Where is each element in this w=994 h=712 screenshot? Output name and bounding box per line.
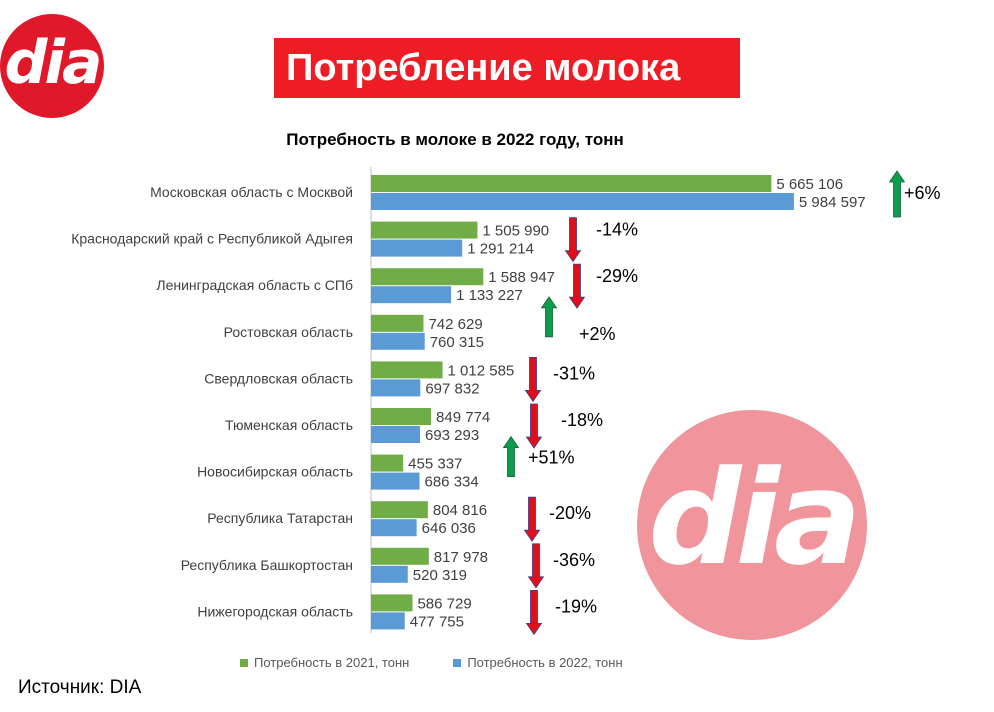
data-label-2022: 646 036	[422, 520, 476, 537]
change-percent-label: -31%	[553, 363, 595, 383]
chart-title: Потребность в молоке в 2022 году, тонн	[286, 130, 624, 149]
bar-2022	[371, 239, 463, 257]
bar-2021	[371, 175, 772, 192]
bar-2022	[371, 472, 420, 490]
data-label-2022: 1 133 227	[456, 287, 523, 304]
chart-legend: Потребность в 2021, тонн Потребность в 2…	[240, 655, 623, 670]
dia-logo-text: dia	[4, 28, 102, 98]
arrow-down-icon	[568, 263, 586, 309]
bar-2022	[371, 379, 421, 397]
data-label-2022: 1 291 214	[467, 241, 534, 258]
data-label-2021: 455 337	[408, 456, 462, 473]
data-label-2021: 804 816	[433, 502, 487, 519]
data-label-2022: 686 334	[425, 474, 479, 491]
dia-watermark-text: dia	[648, 442, 861, 594]
data-label-2021: 586 729	[417, 595, 471, 612]
category-label: Краснодарский край с Республикой Адыгея	[71, 231, 353, 247]
data-label-2021: 1 505 990	[482, 223, 549, 240]
data-label-2021: 5 665 106	[776, 176, 843, 193]
category-label: Ростовская область	[224, 324, 353, 340]
arrow-up-icon	[540, 296, 558, 338]
legend-item-2021: Потребность в 2021, тонн	[240, 655, 409, 670]
arrow-up-icon	[502, 435, 520, 478]
chart-title-wrap: Потребность в молоке в 2022 году, тонн	[0, 130, 994, 150]
dia-watermark-logo: dia	[637, 410, 867, 640]
dia-logo: dia	[0, 14, 104, 118]
data-label-2021: 1 588 947	[488, 269, 555, 286]
change-percent-label: -18%	[561, 410, 603, 430]
data-label-2022: 693 293	[425, 427, 479, 444]
category-label: Республика Татарстан	[207, 510, 353, 526]
legend-swatch-2021	[240, 658, 248, 667]
bar-2021	[371, 454, 404, 472]
legend-swatch-2022	[453, 658, 462, 667]
category-label: Свердловская область	[204, 370, 353, 386]
bar-2021	[371, 501, 428, 519]
bar-2022	[371, 286, 452, 304]
arrow-down-icon	[523, 496, 541, 542]
arrow-down-icon	[525, 403, 543, 449]
legend-item-2022: Потребность в 2022, тонн	[453, 655, 623, 670]
category-label: Ленинградская область с СПб	[156, 277, 353, 293]
bar-2022	[371, 426, 420, 443]
bar-2021	[371, 221, 478, 239]
data-label-2022: 520 319	[413, 567, 467, 584]
category-label: Новосибирская область	[197, 464, 353, 480]
bar-2022	[371, 519, 417, 537]
category-label: Московская область с Москвой	[150, 184, 353, 200]
arrow-down-icon	[527, 543, 545, 589]
bar-2021	[371, 314, 424, 332]
bar-2021	[371, 361, 443, 379]
bar-2021	[371, 547, 429, 565]
legend-label-2022: Потребность в 2022, тонн	[467, 655, 623, 670]
arrow-down-icon	[524, 356, 542, 403]
category-label: Нижегородская область	[197, 603, 353, 619]
banner-title: Потребление молока	[274, 38, 740, 98]
change-percent-label: +6%	[904, 183, 941, 203]
bar-2021	[371, 594, 413, 612]
change-percent-label: +51%	[528, 448, 575, 468]
data-label-2021: 849 774	[436, 409, 490, 426]
bar-2022	[371, 565, 408, 583]
bar-2021	[371, 408, 432, 425]
data-label-2021: 742 629	[428, 316, 482, 333]
data-label-2022: 697 832	[425, 380, 479, 397]
change-percent-label: -29%	[596, 266, 638, 286]
bar-2022	[371, 332, 425, 350]
arrow-down-icon	[564, 217, 582, 263]
change-percent-label: +2%	[579, 324, 616, 344]
change-percent-label: -19%	[555, 596, 597, 616]
source-note: Источник: DIA	[18, 677, 142, 698]
change-percent-label: -14%	[596, 220, 638, 240]
data-label-2022: 5 984 597	[799, 194, 866, 211]
arrow-down-icon	[525, 590, 543, 636]
data-label-2021: 817 978	[434, 549, 488, 566]
bar-2022	[371, 193, 794, 210]
bar-2021	[371, 268, 484, 286]
arrow-up-icon	[888, 170, 906, 218]
change-percent-label: -20%	[549, 503, 591, 523]
data-label-2022: 760 315	[430, 334, 484, 351]
data-label-2021: 1 012 585	[448, 362, 515, 379]
bar-2022	[371, 612, 405, 630]
category-label: Тюменская область	[225, 417, 353, 433]
category-label: Республика Башкортостан	[181, 557, 353, 573]
legend-label-2021: Потребность в 2021, тонн	[254, 655, 410, 670]
change-percent-label: -36%	[553, 550, 595, 570]
data-label-2022: 477 755	[410, 613, 464, 630]
